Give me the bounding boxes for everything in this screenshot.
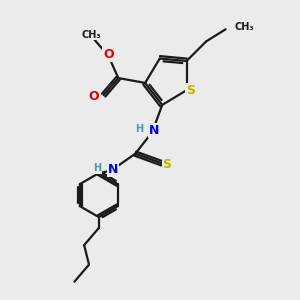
Text: N: N: [108, 163, 118, 176]
Text: S: S: [163, 158, 172, 171]
Text: CH₃: CH₃: [82, 30, 101, 40]
Text: N: N: [149, 124, 160, 137]
Text: O: O: [103, 48, 114, 62]
Text: O: O: [88, 90, 99, 103]
Text: H: H: [135, 124, 143, 134]
Text: S: S: [187, 84, 196, 97]
Text: CH₃: CH₃: [234, 22, 254, 32]
Text: H: H: [94, 163, 102, 173]
